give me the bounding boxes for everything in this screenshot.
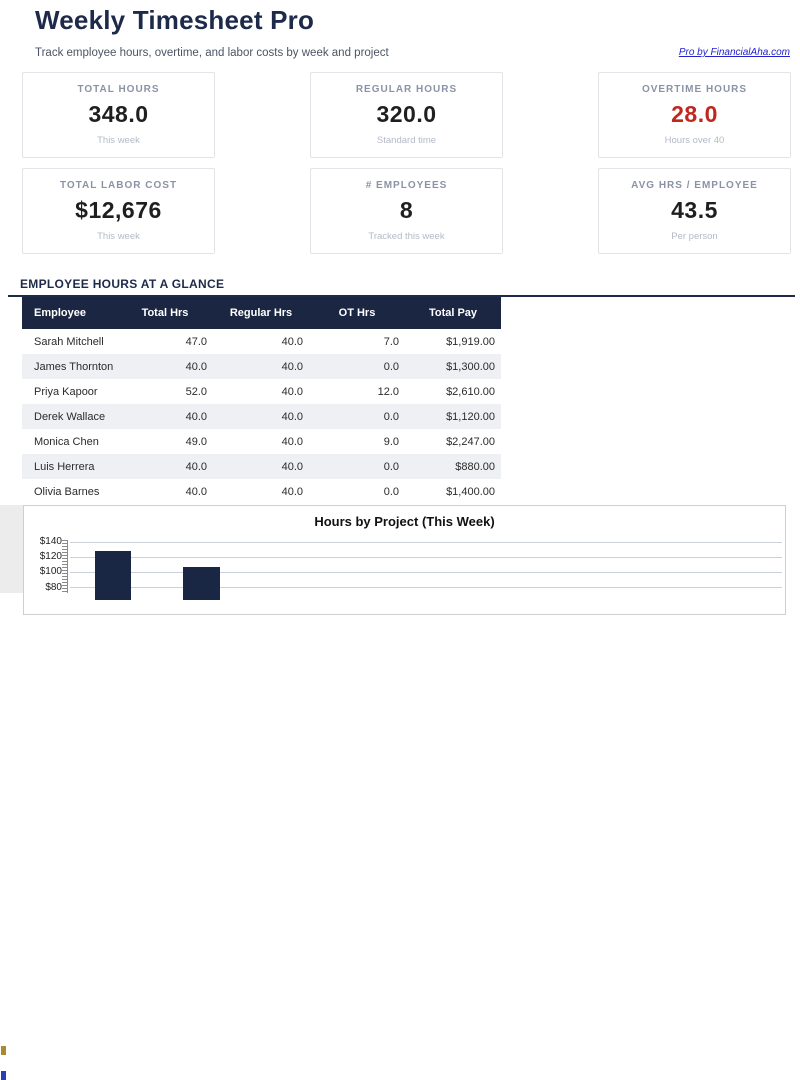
stat-card-employees: # EMPLOYEES 8 Tracked this week [310,168,503,254]
column-header-regular-hrs: Regular Hrs [213,297,309,329]
cell-total-pay: $880.00 [455,460,495,473]
chart-bar [95,551,131,600]
cell-total-hrs: 40.0 [185,485,207,498]
stat-value: 320.0 [376,101,437,128]
cell-total-hrs: 49.0 [185,435,207,448]
table-row: Luis Herrera 40.0 40.0 0.0 $880.00 [22,454,501,479]
stat-card-regular-hours: REGULAR HOURS 320.0 Standard time [310,72,503,158]
gridline [70,587,782,588]
stat-subtext: Per person [671,230,718,242]
column-header-total-hrs: Total Hrs [117,297,213,329]
stats-grid: TOTAL HOURS 348.0 This week REGULAR HOUR… [22,72,791,254]
column-header-total-pay: Total Pay [405,297,501,329]
cell-employee: Sarah Mitchell [34,335,104,348]
stat-value: 348.0 [88,101,149,128]
table-row: James Thornton 40.0 40.0 0.0 $1,300.00 [22,354,501,379]
cell-total-pay: $1,400.00 [446,485,495,498]
cell-ot-hrs: 0.0 [383,460,399,473]
cell-employee: Priya Kapoor [34,385,98,398]
stat-card-total-labor-cost: TOTAL LABOR COST $12,676 This week [22,168,215,254]
cell-total-pay: $1,120.00 [446,410,495,423]
gridline [70,557,782,558]
cell-employee: Luis Herrera [34,460,95,473]
left-margin-backdrop [0,505,23,1080]
cell-regular-hrs: 40.0 [281,335,303,348]
cell-employee: Derek Wallace [34,410,106,423]
brand-link[interactable]: Pro by FinancialAha.com [678,47,790,58]
cell-total-pay: $2,247.00 [446,435,495,448]
table-row: Derek Wallace 40.0 40.0 0.0 $1,120.00 [22,404,501,429]
stat-subtext: Standard time [376,134,437,146]
cell-employee: James Thornton [34,360,114,373]
cell-ot-hrs: 7.0 [383,335,399,348]
column-header-employee: Employee [22,297,117,329]
table-header-row: Employee Total Hrs Regular Hrs OT Hrs To… [22,297,501,329]
stat-value: 43.5 [671,197,718,224]
cell-ot-hrs: 0.0 [383,410,399,423]
clipped-left-glyph [1,1071,6,1080]
stat-card-avg-hours: AVG HRS / EMPLOYEE 43.5 Per person [598,168,791,254]
cell-total-pay: $1,300.00 [446,360,495,373]
stat-label: OVERTIME HOURS [641,84,748,96]
table-row: Monica Chen 49.0 40.0 9.0 $2,247.00 [22,429,501,454]
cell-ot-hrs: 0.0 [383,360,399,373]
column-header-ot-hrs: OT Hrs [309,297,405,329]
section-divider [8,295,795,297]
stat-card-total-hours: TOTAL HOURS 348.0 This week [22,72,215,158]
stat-card-overtime-hours: OVERTIME HOURS 28.0 Hours over 40 [598,72,791,158]
stat-subtext: Hours over 40 [664,134,725,146]
y-axis-tick-label: $120 [39,551,62,562]
cell-regular-hrs: 40.0 [281,360,303,373]
stat-subtext: Tracked this week [368,230,445,242]
table-row: Priya Kapoor 52.0 40.0 12.0 $2,610.00 [22,379,501,404]
cell-total-hrs: 47.0 [185,335,207,348]
gridline [70,572,782,573]
cell-ot-hrs: 0.0 [383,485,399,498]
stat-value-overtime: 28.0 [671,101,718,128]
chart-title: Hours by Project (This Week) [314,514,495,529]
cell-regular-hrs: 40.0 [281,460,303,473]
page-title: Weekly Timesheet Pro [35,5,315,35]
cell-ot-hrs: 9.0 [383,435,399,448]
table-row: Sarah Mitchell 47.0 40.0 7.0 $1,919.00 [22,329,501,354]
y-axis [67,540,68,593]
employee-hours-table: Employee Total Hrs Regular Hrs OT Hrs To… [22,297,501,504]
page-subtitle: Track employee hours, overtime, and labo… [35,47,389,59]
cell-total-hrs: 40.0 [185,460,207,473]
y-axis-tick-label: $80 [45,582,62,593]
cell-ot-hrs: 12.0 [377,385,399,398]
cell-employee: Olivia Barnes [34,485,100,498]
cell-total-hrs: 52.0 [185,385,207,398]
stat-subtext: This week [97,230,140,242]
stat-label: TOTAL LABOR COST [59,180,178,192]
stat-label: AVG HRS / EMPLOYEE [631,180,758,192]
clipped-left-glyph [1,1046,6,1055]
y-axis-tick-label: $100 [39,566,62,577]
stat-value: 8 [399,197,414,224]
cell-total-hrs: 40.0 [185,360,207,373]
stat-value: $12,676 [75,197,162,224]
gridline [70,542,782,543]
stat-label: # EMPLOYEES [365,180,448,192]
cell-regular-hrs: 40.0 [281,410,303,423]
y-axis-tick-label: $140 [39,536,62,547]
stat-label: TOTAL HOURS [77,84,160,96]
stat-label: REGULAR HOURS [355,84,458,96]
cell-total-pay: $1,919.00 [446,335,495,348]
stat-subtext: This week [97,134,140,146]
table-row: Olivia Barnes 40.0 40.0 0.0 $1,400.00 [22,479,501,504]
cell-total-hrs: 40.0 [185,410,207,423]
cell-total-pay: $2,610.00 [446,385,495,398]
y-axis-minor-ticks [62,540,67,593]
cell-regular-hrs: 40.0 [281,435,303,448]
cell-employee: Monica Chen [34,435,99,448]
cell-regular-hrs: 40.0 [281,485,303,498]
cell-regular-hrs: 40.0 [281,385,303,398]
chart-bar [183,566,220,600]
section-title-employee-hours: EMPLOYEE HOURS AT A GLANCE [20,277,225,291]
